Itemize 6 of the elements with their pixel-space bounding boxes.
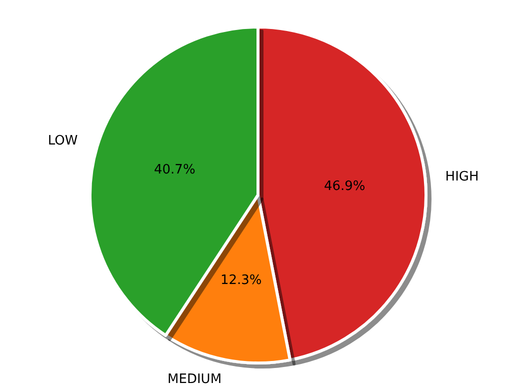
- data-label: 46.9%: [324, 179, 366, 194]
- slice-label: HIGH: [445, 169, 479, 184]
- slice-label: LOW: [48, 134, 78, 149]
- data-label: 40.7%: [154, 162, 196, 178]
- data-label: 12.3%: [220, 272, 262, 288]
- slice-label: MEDIUM: [168, 372, 222, 388]
